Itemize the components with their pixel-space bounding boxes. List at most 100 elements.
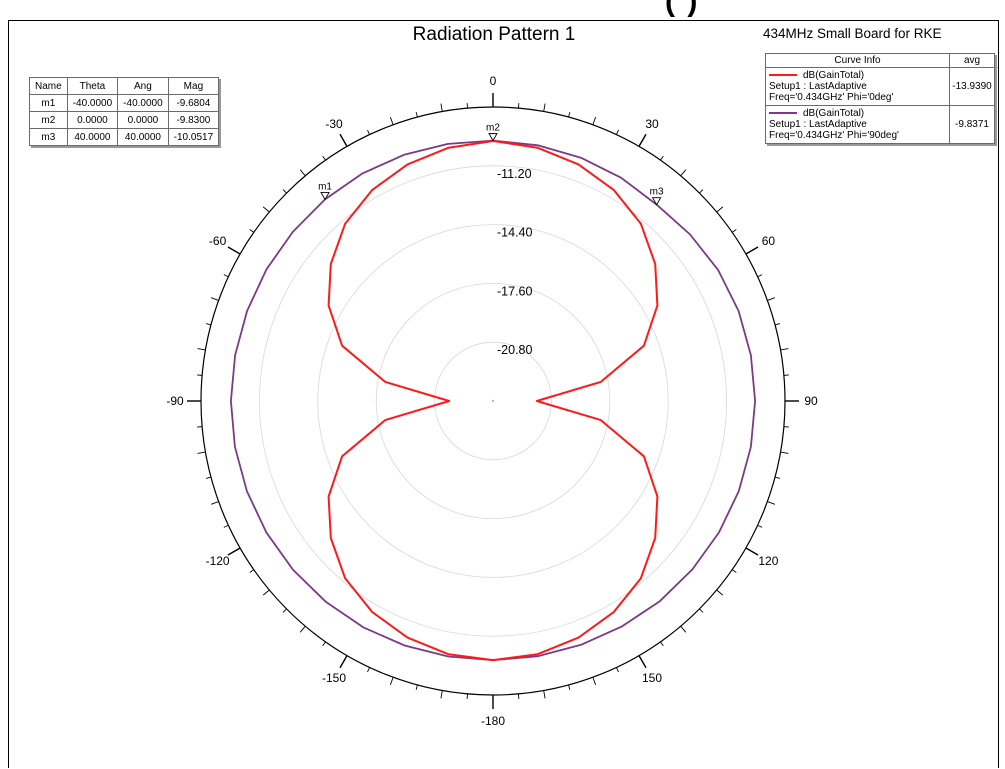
cell: 40.0000 xyxy=(67,129,117,146)
legend-swatch-phi90 xyxy=(769,112,797,114)
angle-tick xyxy=(544,691,545,699)
angle-tick xyxy=(263,207,269,212)
cell: 0.0000 xyxy=(67,112,117,129)
legend-avg: -13.9390 xyxy=(950,68,994,105)
marker-table-header: Name Theta Ang Mag xyxy=(30,78,219,95)
angle-tick xyxy=(283,609,287,613)
angle-label: 90 xyxy=(804,394,818,408)
angle-label: -120 xyxy=(206,554,230,568)
cell: -9.6804 xyxy=(168,95,218,112)
legend-series-name: dB(GainTotal) xyxy=(803,70,864,81)
legend-avg: -9.8371 xyxy=(950,106,994,143)
angle-tick xyxy=(206,324,211,325)
angle-label: 120 xyxy=(758,554,778,568)
angle-tick xyxy=(206,477,211,478)
angle-label: -60 xyxy=(209,234,227,248)
angle-tick xyxy=(616,130,618,135)
angle-tick xyxy=(746,548,758,555)
table-row: m2 0.0000 0.0000 -9.8300 xyxy=(30,112,219,129)
cell: m2 xyxy=(30,112,68,129)
angle-label: 30 xyxy=(645,117,659,131)
angle-tick xyxy=(250,230,254,233)
chart-subtitle: 434MHz Small Board for RKE xyxy=(763,26,942,41)
angle-tick xyxy=(593,677,596,685)
angle-tick xyxy=(228,247,240,254)
angle-tick xyxy=(767,502,775,505)
marker-label: m2 xyxy=(486,123,500,134)
angle-tick xyxy=(416,685,417,690)
marker-label: m1 xyxy=(318,181,332,192)
angle-tick xyxy=(283,190,287,194)
polar-grid xyxy=(201,107,785,695)
angle-tick xyxy=(544,104,545,112)
legend-row: dB(GainTotal) Setup1 : LastAdaptive Freq… xyxy=(766,106,994,143)
angle-tick xyxy=(211,298,219,301)
angle-tick xyxy=(732,570,736,573)
cell: -40.0000 xyxy=(118,95,168,112)
angle-tick xyxy=(569,112,570,117)
ring-label: -20.80 xyxy=(497,343,532,357)
angle-tick xyxy=(211,502,219,505)
angle-label: -90 xyxy=(166,394,184,408)
angle-label: -150 xyxy=(322,671,346,685)
ring-labels: -20.80-17.60-14.40-11.20 xyxy=(497,167,532,357)
center-dot xyxy=(492,400,494,402)
col-theta: Theta xyxy=(67,78,117,95)
angle-tick xyxy=(441,104,442,112)
angle-tick xyxy=(340,656,347,668)
angle-tick xyxy=(781,452,789,453)
cell: 0.0000 xyxy=(118,112,168,129)
angle-tick xyxy=(717,590,723,595)
angle-tick xyxy=(681,626,686,632)
angle-label: 0 xyxy=(490,74,497,88)
angle-tick xyxy=(746,247,758,254)
legend-header-avg: avg xyxy=(950,54,994,67)
marker-triangle xyxy=(489,134,497,141)
angle-tick xyxy=(775,477,780,478)
angle-tick xyxy=(781,349,789,350)
angle-tick xyxy=(699,609,703,613)
angle-tick xyxy=(198,452,206,453)
col-mag: Mag xyxy=(168,78,218,95)
angle-tick xyxy=(569,685,570,690)
table-row: m3 40.0000 40.0000 -10.0517 xyxy=(30,129,219,146)
legend-swatch-phi0 xyxy=(769,74,797,76)
ring-label: -11.20 xyxy=(497,167,532,181)
legend-freq: Freq='0.434GHz' Phi='90deg' xyxy=(769,130,946,141)
cell: m1 xyxy=(30,95,68,112)
legend-row: dB(GainTotal) Setup1 : LastAdaptive Freq… xyxy=(766,68,994,106)
angle-tick xyxy=(732,230,736,233)
angle-tick xyxy=(593,117,596,125)
angle-tick xyxy=(228,548,240,555)
angle-tick xyxy=(367,130,369,135)
angle-tick xyxy=(758,275,763,277)
angle-tick xyxy=(660,156,663,160)
angle-tick xyxy=(367,667,369,672)
cell: -40.0000 xyxy=(67,95,117,112)
col-name: Name xyxy=(30,78,68,95)
legend-freq: Freq='0.434GHz' Phi='0deg' xyxy=(769,92,946,103)
angle-label: -180 xyxy=(481,714,505,728)
cell: 40.0000 xyxy=(118,129,168,146)
col-ang: Ang xyxy=(118,78,168,95)
chart-title: Radiation Pattern 1 xyxy=(413,24,576,45)
legend-header: Curve Info avg xyxy=(766,54,994,68)
top-strip: ( ) xyxy=(0,0,1005,20)
angle-tick xyxy=(224,525,229,527)
angle-tick xyxy=(699,190,703,194)
table-row: m1 -40.0000 -40.0000 -9.6804 xyxy=(30,95,219,112)
angle-tick xyxy=(441,691,442,699)
ring-label: -17.60 xyxy=(497,284,532,298)
curve-info-legend: Curve Info avg dB(GainTotal) Setup1 : La… xyxy=(765,53,995,144)
angle-tick xyxy=(717,207,723,212)
marker-table: Name Theta Ang Mag m1 -40.0000 -40.0000 … xyxy=(29,77,219,146)
clipped-header-text: ( ) xyxy=(665,0,699,19)
angle-tick xyxy=(390,117,393,125)
cell: -9.8300 xyxy=(168,112,218,129)
marker-label: m3 xyxy=(650,187,664,198)
angle-tick xyxy=(660,642,663,646)
angle-tick xyxy=(340,134,347,146)
legend-header-curve: Curve Info xyxy=(766,54,950,67)
legend-series-name: dB(GainTotal) xyxy=(803,108,864,119)
angle-tick xyxy=(416,112,417,117)
